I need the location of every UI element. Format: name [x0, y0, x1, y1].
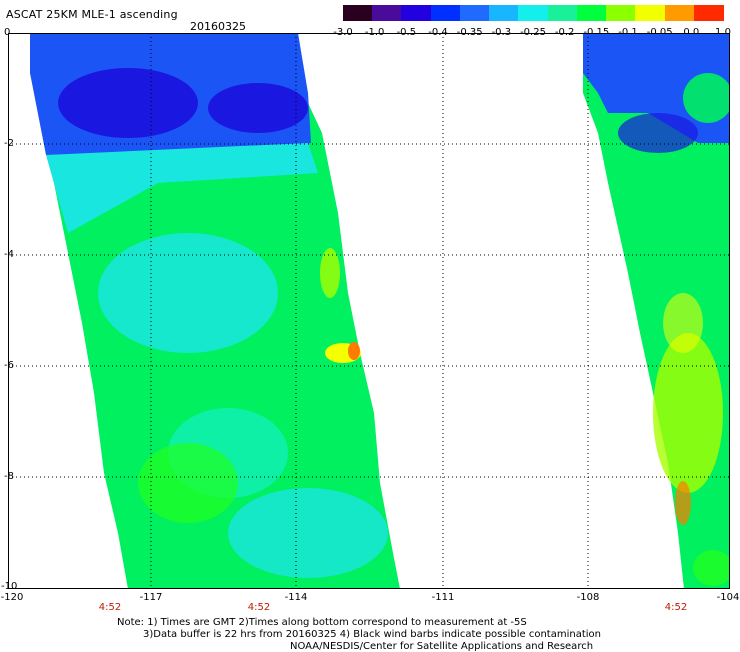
note-line-3: NOAA/NESDIS/Center for Satellite Applica…: [290, 641, 594, 652]
colorbar-label: -1.0: [364, 27, 385, 38]
colorbar-label: -0.05: [646, 27, 673, 38]
time-label-3: 4:52: [664, 602, 688, 613]
y-label-2: -2: [4, 138, 14, 149]
colorbar-label: -0.3: [491, 27, 512, 38]
colorbar-label: -0.25: [520, 27, 546, 38]
colorbar-segment: [401, 5, 432, 21]
y-label-4: -4: [4, 249, 14, 260]
colorbar-label: 1.0: [715, 27, 731, 38]
y-label-6: -6: [4, 360, 14, 371]
colorbar-segment: [372, 5, 403, 21]
colorbar-segment: [489, 5, 519, 21]
colorbar: [343, 5, 724, 21]
map-date: 20160325: [190, 20, 246, 33]
colorbar-segment: [606, 5, 636, 21]
y-label-0: 0: [4, 27, 11, 38]
swath-left-deep-blue-2: [208, 83, 308, 133]
swath-left-orange: [348, 342, 360, 360]
swath-left-green: [138, 443, 238, 523]
colorbar-segment: [547, 5, 578, 21]
time-label-2: 4:52: [247, 602, 271, 613]
scatterometer-map: [8, 33, 730, 589]
x-label-117: -117: [139, 592, 163, 603]
swath-right-green-south: [693, 550, 730, 586]
swath-left-cyan-band: [46, 143, 318, 233]
colorbar-label: -0.4: [428, 27, 448, 38]
x-label-111: -111: [431, 592, 455, 603]
colorbar-segment: [459, 5, 490, 21]
swath-left-cyan-core: [98, 233, 278, 353]
map-title: ASCAT 25KM MLE-1 ascending: [6, 8, 178, 21]
lat-lon-grid: [8, 33, 730, 589]
y-label-8: -8: [4, 471, 14, 482]
colorbar-label: -0.15: [583, 27, 610, 38]
wind-swaths: [30, 33, 730, 589]
swath-left-deep-blue: [58, 68, 198, 138]
x-label-114: -114: [284, 592, 308, 603]
colorbar-label: -0.35: [456, 27, 483, 38]
colorbar-label: 0.0: [683, 27, 700, 38]
colorbar-label: -0.5: [396, 27, 417, 38]
map-frame: [8, 33, 730, 589]
swath-right-deep-blue: [618, 113, 698, 153]
swath-right-lime: [653, 333, 723, 493]
note-line-2: 3)Data buffer is 22 hrs from 20160325 4)…: [143, 629, 601, 640]
colorbar-segment: [576, 5, 607, 21]
colorbar-label: -0.1: [618, 27, 638, 38]
y-label-10: -10: [1, 581, 18, 592]
x-label-120: -120: [0, 592, 24, 603]
colorbar-label: -0.2: [554, 27, 575, 38]
colorbar-segment: [343, 5, 373, 21]
x-label-104: -104: [716, 592, 740, 603]
swath-left-cyan-south: [228, 488, 388, 578]
colorbar-label: -3.0: [333, 27, 353, 38]
colorbar-segment: [635, 5, 666, 21]
swath-left-lime: [320, 248, 340, 298]
colorbar-segment: [664, 5, 695, 21]
time-label-1: 4:52: [98, 602, 122, 613]
swath-right-yellow: [663, 293, 703, 353]
swath-right-green-patch: [683, 73, 730, 123]
colorbar-segment: [430, 5, 461, 21]
note-line-1: Note: 1) Times are GMT 2)Times along bot…: [117, 617, 527, 628]
colorbar-segment: [518, 5, 549, 21]
colorbar-segment: [693, 5, 724, 21]
x-label-108: -108: [576, 592, 600, 603]
swath-right-orange: [675, 481, 691, 525]
